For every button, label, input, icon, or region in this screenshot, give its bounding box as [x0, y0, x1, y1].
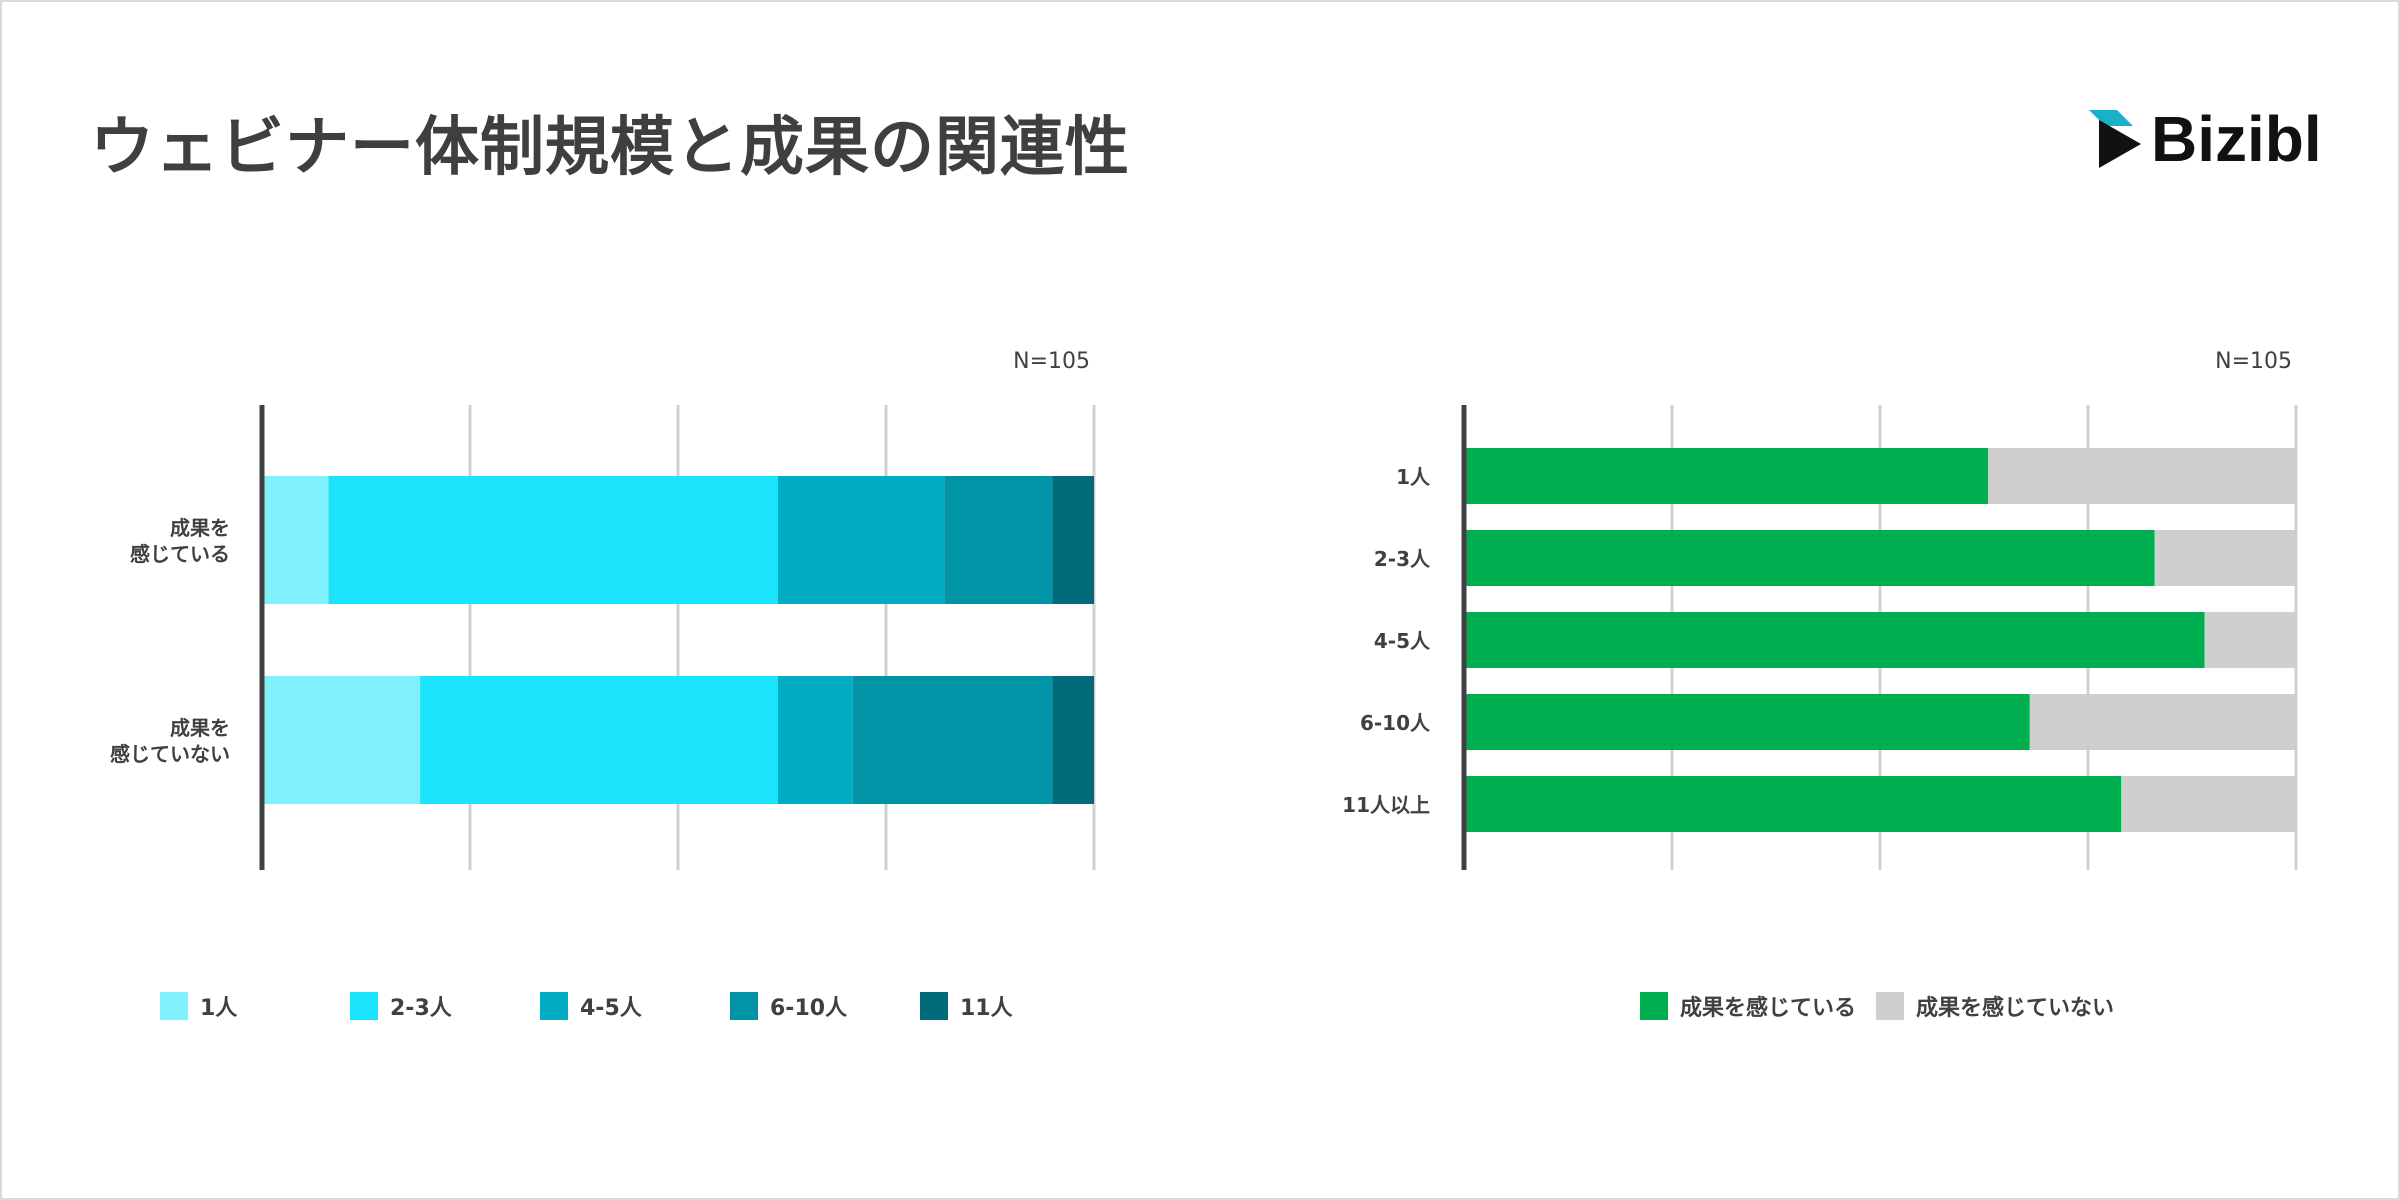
category-label: 6-10人: [1360, 711, 1431, 735]
legend-label: 6-10人: [770, 996, 848, 1021]
play-icon: [2089, 110, 2141, 168]
bar-segment: [2029, 694, 2296, 750]
sample-size-label: N=105: [2215, 349, 2292, 374]
bar-segment: [1052, 476, 1094, 604]
bar-segment: [420, 676, 778, 804]
legend-item: 1人: [160, 990, 237, 1022]
legend-item: 11人: [920, 990, 1013, 1022]
bar-segment: [944, 476, 1053, 604]
chart-svg-right: 0% 25% 50% 75% 100% 1人 2-3人 4-5人 6-10人 11人以上 N=105: [1342, 349, 2333, 890]
category-label: 11人以上: [1342, 793, 1430, 817]
logo: Bizibl: [2085, 104, 2325, 174]
legend-item: 2-3人: [350, 990, 452, 1022]
x-tick-label: 50%: [649, 886, 706, 890]
x-tick-label: 75%: [2059, 886, 2116, 890]
legend-label: 4-5人: [580, 996, 642, 1021]
legend-swatch: [1640, 992, 1668, 1020]
bar-segment: [777, 676, 853, 804]
legend-label: 1人: [200, 996, 238, 1021]
x-tick-label: 0%: [242, 886, 283, 890]
bar-segment: [2154, 530, 2296, 586]
legend-swatch: [350, 992, 378, 1020]
category-label: 成果を: [170, 516, 230, 540]
legend-label: 2-3人: [390, 996, 452, 1021]
legend-left: 1人 2-3人 4-5人 6-10人 11人: [160, 990, 1060, 1022]
bar-segment: [262, 476, 329, 604]
bar-segment: [2204, 612, 2296, 668]
legend-label: 成果を感じていない: [1916, 996, 2115, 1021]
category-label: 感じている: [130, 542, 230, 566]
x-tick-label: 0%: [1444, 886, 1485, 890]
bar-segment: [2121, 776, 2296, 832]
x-tick-label: 100%: [2259, 886, 2333, 890]
category-label: 成果を: [170, 716, 230, 740]
bar-segment: [852, 676, 1053, 804]
legend-swatch: [730, 992, 758, 1020]
legend-right: 成果を感じている 成果を感じていない: [1640, 990, 2240, 1022]
legend-item: 成果を感じている: [1640, 990, 1856, 1022]
legend-item: 4-5人: [540, 990, 642, 1022]
bar-segment: [1464, 694, 2030, 750]
legend-label: 成果を感じている: [1680, 996, 1857, 1021]
legend-swatch: [160, 992, 188, 1020]
legend-swatch: [1876, 992, 1904, 1020]
bar-segment: [262, 676, 421, 804]
legend-swatch: [920, 992, 948, 1020]
legend-item: 6-10人: [730, 990, 847, 1022]
x-tick-label: 75%: [857, 886, 914, 890]
category-label: 1人: [1396, 465, 1431, 489]
bar-segment: [777, 476, 945, 604]
category-label: 2-3人: [1374, 547, 1431, 571]
x-tick-label: 100%: [1057, 886, 1131, 890]
bar-segment: [1464, 612, 2205, 668]
chart-outcome-by-staff-size: 0% 25% 50% 75% 100% 1人 2-3人 4-5人 6-10人 11人以上 N=105: [1200, 330, 2400, 890]
category-label: 4-5人: [1374, 629, 1431, 653]
legend-item: 成果を感じていない: [1876, 990, 2114, 1022]
bar-segment: [328, 476, 778, 604]
category-label: 感じていない: [110, 742, 230, 766]
bar-segment: [1988, 448, 2296, 504]
sample-size-label: N=105: [1013, 349, 1090, 374]
legend-swatch: [540, 992, 568, 1020]
x-tick-label: 25%: [441, 886, 498, 890]
slide-title: ウェビナー体制規模と成果の関連性: [90, 111, 1130, 185]
legend-label: 11人: [960, 996, 1013, 1021]
bar-segment: [1052, 676, 1094, 804]
bar-segment: [1464, 530, 2155, 586]
x-tick-label: 25%: [1643, 886, 1700, 890]
bar-segment: [1464, 776, 2122, 832]
logo-text: Bizibl: [2151, 103, 2322, 175]
x-tick-label: 50%: [1851, 886, 1908, 890]
bar-segment: [1464, 448, 1989, 504]
